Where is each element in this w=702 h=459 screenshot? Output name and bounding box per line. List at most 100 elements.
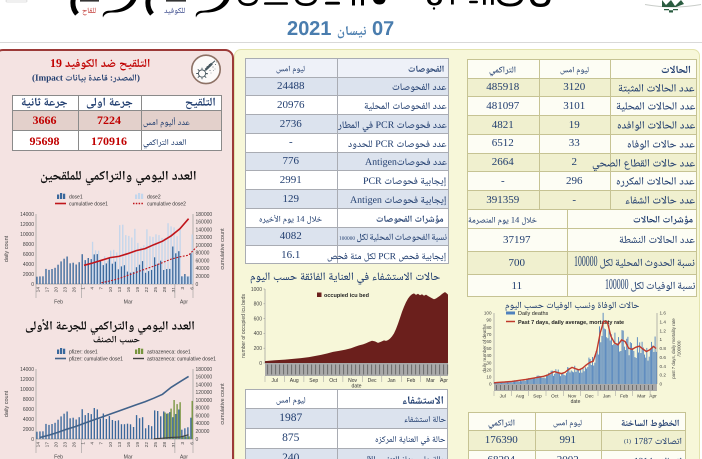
svg-text:Mar: Mar: [637, 394, 646, 400]
svg-text:Mar: Mar: [124, 299, 133, 305]
svg-text:13: 13: [117, 441, 123, 447]
svg-text:10: 10: [108, 441, 114, 447]
svg-text:0: 0: [31, 281, 34, 287]
svg-text:80000: 80000: [196, 250, 210, 256]
svg-text:pfizer: cumulative dose1: pfizer: cumulative dose1: [69, 356, 123, 362]
svg-text:Apr: Apr: [649, 394, 657, 400]
svg-text:2000: 2000: [23, 271, 34, 277]
svg-text:Nov: Nov: [568, 394, 577, 400]
svg-text:Nov: Nov: [348, 378, 357, 384]
svg-text:23: 23: [63, 286, 69, 292]
svg-text:date: date: [351, 384, 361, 390]
svg-text:80000: 80000: [196, 405, 210, 411]
svg-text:Oct: Oct: [551, 394, 559, 400]
svg-text:Aug: Aug: [290, 378, 299, 384]
svg-text:160000: 160000: [196, 219, 213, 225]
svg-text:10: 10: [108, 286, 114, 292]
svg-text:Daily deaths: Daily deaths: [518, 311, 549, 317]
svg-text:12000: 12000: [20, 221, 34, 227]
svg-text:7: 7: [99, 441, 105, 444]
svg-text:Feb: Feb: [54, 454, 63, 459]
svg-text:19: 19: [135, 286, 141, 292]
svg-text:60000: 60000: [196, 258, 210, 264]
svg-text:23: 23: [63, 441, 69, 447]
svg-text:Jan: Jan: [387, 378, 395, 384]
svg-text:daily number of deaths: daily number of deaths: [482, 324, 488, 373]
svg-text:90: 90: [486, 318, 492, 323]
svg-text:31: 31: [171, 286, 177, 292]
svg-text:28: 28: [162, 286, 168, 292]
svg-text:cumulative dose2: cumulative dose2: [147, 201, 186, 207]
svg-text:cumulative dose1: cumulative dose1: [69, 201, 108, 207]
svg-text:14: 14: [35, 286, 41, 292]
svg-text:10: 10: [486, 375, 492, 380]
svg-text:1.6: 1.6: [660, 311, 667, 316]
svg-text:Sep: Sep: [533, 394, 542, 400]
svg-text:0: 0: [259, 361, 262, 367]
svg-text:8000: 8000: [23, 241, 34, 247]
svg-text:/100000: /100000: [677, 340, 682, 356]
svg-text:Dec: Dec: [585, 394, 594, 400]
svg-text:Mar: Mar: [426, 378, 435, 384]
svg-text:7: 7: [99, 286, 105, 289]
svg-text:140000: 140000: [196, 227, 213, 233]
svg-text:120000: 120000: [196, 390, 213, 396]
svg-text:19: 19: [135, 441, 141, 447]
svg-text:180000: 180000: [196, 366, 213, 372]
svg-text:17: 17: [44, 286, 50, 292]
svg-text:Apr: Apr: [440, 378, 448, 384]
svg-text:0: 0: [31, 436, 34, 442]
svg-text:0.4: 0.4: [660, 364, 667, 369]
svg-text:0: 0: [196, 281, 199, 287]
svg-text:daily count: daily count: [4, 235, 10, 262]
svg-text:4: 4: [90, 441, 96, 444]
svg-text:100000: 100000: [196, 242, 213, 248]
svg-text:astrazeneca: dose1: astrazeneca: dose1: [147, 349, 191, 355]
svg-text:20: 20: [53, 441, 59, 447]
svg-text:200: 200: [254, 346, 263, 352]
svg-text:16: 16: [126, 286, 132, 292]
svg-text:800: 800: [254, 302, 263, 308]
svg-text:3: 3: [180, 441, 186, 444]
svg-text:16: 16: [126, 441, 132, 447]
svg-text:Sep: Sep: [309, 378, 318, 384]
svg-text:140000: 140000: [196, 382, 213, 388]
svg-text:2000: 2000: [23, 426, 34, 432]
svg-text:daily count: daily count: [4, 390, 10, 417]
svg-text:50: 50: [486, 346, 492, 351]
svg-text:6: 6: [189, 286, 195, 289]
svg-text:13: 13: [117, 286, 123, 292]
svg-text:20000: 20000: [196, 429, 210, 435]
svg-text:0: 0: [489, 382, 492, 387]
svg-text:Past 7 days, daily average, mo: Past 7 days, daily average, mortality ra…: [518, 320, 624, 326]
svg-text:Feb: Feb: [620, 394, 629, 400]
svg-text:14000: 14000: [20, 211, 34, 217]
svg-text:26: 26: [72, 441, 78, 447]
svg-text:number of occupied icu beds: number of occupied icu beds: [241, 294, 247, 358]
svg-text:6000: 6000: [23, 251, 34, 257]
svg-text:cumulative count: cumulative count: [220, 382, 226, 424]
svg-text:12000: 12000: [20, 376, 34, 382]
svg-text:Dec: Dec: [368, 378, 377, 384]
svg-text:31: 31: [171, 441, 177, 447]
svg-text:25: 25: [153, 286, 159, 292]
svg-text:10000: 10000: [20, 231, 34, 237]
svg-text:1000: 1000: [251, 287, 262, 293]
svg-text:4: 4: [90, 286, 96, 289]
svg-text:Jul: Jul: [271, 378, 277, 384]
svg-text:600: 600: [254, 316, 263, 322]
svg-text:20: 20: [53, 286, 59, 292]
svg-text:28: 28: [162, 441, 168, 447]
svg-text:Feb: Feb: [407, 378, 416, 384]
svg-text:22: 22: [144, 286, 150, 292]
svg-text:Feb: Feb: [54, 299, 63, 305]
svg-text:Mar: Mar: [124, 454, 133, 459]
svg-text:Apr: Apr: [180, 454, 188, 459]
svg-text:40: 40: [486, 353, 492, 358]
svg-text:160000: 160000: [196, 374, 213, 380]
svg-text:70: 70: [486, 332, 492, 337]
svg-text:0.8: 0.8: [660, 346, 667, 351]
svg-text:occupied icu bed: occupied icu bed: [324, 293, 369, 299]
svg-text:20: 20: [486, 367, 492, 372]
svg-text:dose1: dose1: [69, 194, 83, 200]
